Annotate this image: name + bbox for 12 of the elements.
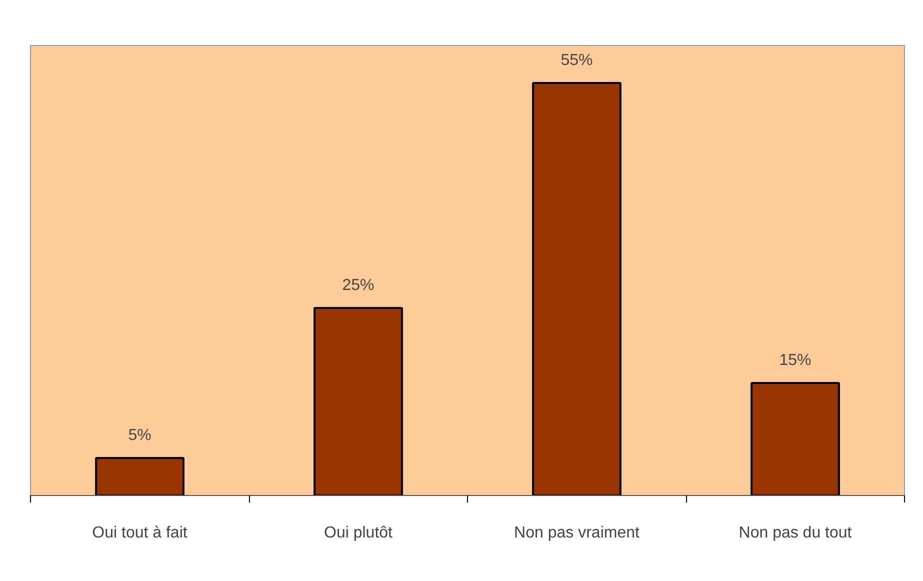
data-label: 15%: [779, 352, 812, 369]
bar: [95, 457, 184, 496]
data-label: 5%: [128, 427, 152, 444]
bar: [314, 307, 403, 496]
bar: [750, 382, 840, 496]
x-tick-label: Oui plutôt: [324, 524, 394, 542]
data-label: 55%: [560, 52, 593, 69]
x-tick-label: Oui tout à fait: [92, 524, 188, 542]
data-label: 25%: [342, 277, 374, 294]
x-tick-label: Non pas vraiment: [514, 524, 640, 542]
x-tick-label: Non pas du tout: [738, 524, 852, 542]
bar: [532, 82, 622, 496]
